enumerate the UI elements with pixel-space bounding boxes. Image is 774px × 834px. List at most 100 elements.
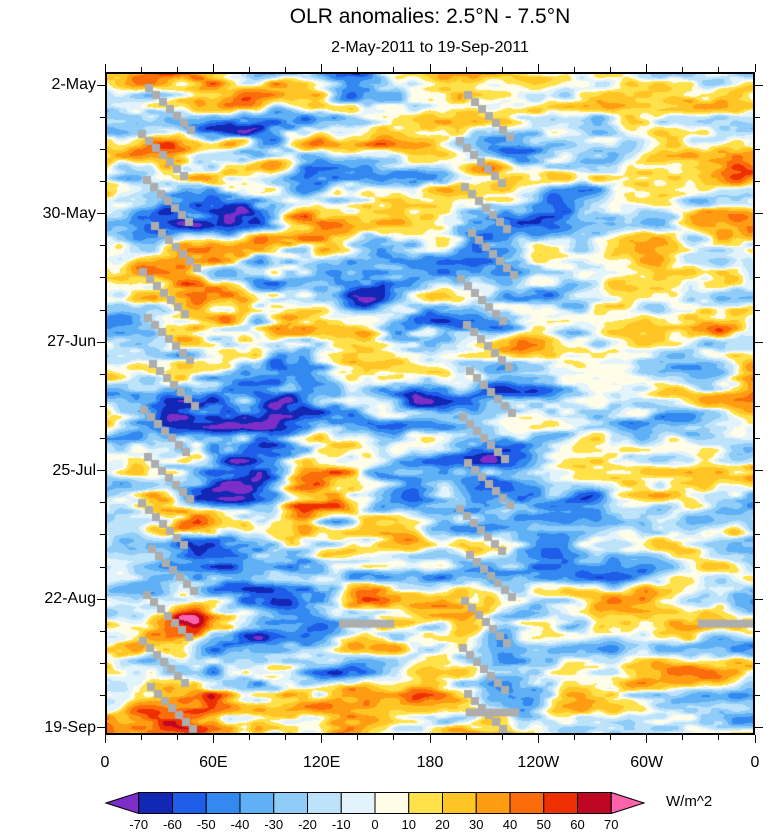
colorbar-tick-label: -40 [230, 817, 250, 832]
colorbar-segment [104, 791, 140, 815]
x-tick-label: 0 [750, 754, 760, 771]
tick-mark [140, 735, 142, 740]
tick-mark [100, 566, 105, 568]
tick-mark [755, 470, 763, 472]
tick-mark [140, 67, 142, 72]
colorbar-segment [172, 792, 207, 814]
tick-mark [100, 534, 105, 536]
colorbar [104, 791, 646, 815]
colorbar-segment [138, 792, 173, 814]
tick-mark [100, 149, 105, 150]
y-tick-label: 19-Sep [44, 718, 96, 736]
tick-mark [755, 566, 760, 568]
colorbar-segment [543, 792, 578, 814]
tick-mark [176, 67, 178, 72]
tick-mark [100, 373, 105, 375]
y-tick-label: 22-Aug [44, 590, 96, 608]
contour-field-canvas [105, 72, 755, 735]
tick-mark [718, 735, 720, 740]
tick-mark [755, 662, 760, 664]
tick-mark [393, 735, 395, 740]
tick-mark [755, 534, 760, 536]
tick-mark [755, 373, 760, 375]
tick-mark [248, 735, 250, 740]
tick-mark [100, 116, 105, 118]
colorbar-segment [273, 792, 308, 814]
tick-mark [97, 84, 105, 86]
x-tick-label: 60W [630, 754, 664, 771]
y-tick-label: 25-Jul [52, 461, 96, 479]
tick-mark [755, 341, 763, 343]
colorbar-segment [475, 792, 511, 814]
tick-mark [321, 64, 323, 72]
tick-mark [755, 213, 763, 215]
tick-mark [100, 405, 105, 407]
tick-mark [285, 67, 287, 72]
colorbar-tick-label: 0 [371, 817, 379, 832]
x-tick-label: 120W [517, 754, 560, 771]
colorbar-segment [340, 792, 376, 814]
tick-mark [97, 341, 105, 343]
tick-mark [755, 245, 760, 247]
tick-mark [755, 309, 760, 311]
colorbar-segment [442, 792, 477, 814]
y-tick-label: 2-May [51, 76, 96, 94]
y-tick-label: 30-May [42, 204, 96, 222]
tick-mark [100, 630, 105, 632]
tick-mark [755, 84, 763, 86]
tick-mark [754, 64, 756, 72]
tick-mark [465, 735, 467, 740]
colorbar-tick-label: 10 [401, 817, 416, 832]
tick-mark [465, 67, 467, 72]
colorbar-tick-label: -10 [331, 817, 351, 832]
tick-mark [646, 735, 648, 743]
colorbar-tick-label: -50 [196, 817, 216, 832]
tick-mark [176, 735, 178, 740]
colorbar-segment [509, 792, 545, 814]
colorbar-tick-label: -60 [163, 817, 182, 832]
colorbar-tick-label: 60 [570, 817, 585, 832]
tick-mark [755, 277, 760, 279]
tick-mark [100, 181, 105, 183]
tick-mark [755, 438, 760, 440]
tick-mark [429, 735, 431, 743]
tick-mark [393, 67, 395, 72]
tick-mark [100, 662, 105, 664]
x-tick-label: 180 [416, 754, 444, 771]
tick-mark [100, 245, 105, 247]
colorbar-tick-label: 50 [536, 817, 551, 832]
tick-mark [755, 630, 760, 632]
tick-mark [755, 149, 760, 150]
tick-mark [321, 735, 323, 743]
tick-mark [100, 309, 105, 311]
colorbar-segment [577, 792, 612, 814]
tick-mark [357, 67, 359, 72]
units-label: W/m^2 [666, 793, 713, 810]
y-tick-label: 27-Jun [47, 333, 96, 351]
colorbar-tick-label: 70 [604, 817, 619, 832]
x-tick-label: 60E [199, 754, 228, 771]
tick-mark [248, 67, 250, 72]
colorbar-segment [408, 792, 443, 814]
tick-mark [537, 735, 539, 743]
tick-mark [212, 64, 214, 72]
hovmoller-plot-area [105, 72, 755, 735]
tick-mark [573, 67, 575, 72]
chart-title: OLR anomalies: 2.5°N - 7.5°N [289, 5, 571, 28]
tick-mark [97, 727, 105, 729]
colorbar-svg [104, 791, 646, 815]
tick-mark [610, 735, 612, 740]
colorbar-segment [374, 792, 410, 814]
x-tick-label: 0 [100, 754, 110, 771]
tick-mark [429, 64, 431, 72]
tick-mark [682, 67, 684, 72]
tick-mark [754, 735, 756, 743]
x-tick-label: 120E [302, 754, 341, 771]
chart-subtitle: 2-May-2011 to 19-Sep-2011 [331, 39, 529, 56]
colorbar-segment [610, 791, 646, 815]
tick-mark [100, 438, 105, 440]
tick-mark [755, 727, 763, 729]
tick-mark [97, 598, 105, 600]
tick-mark [501, 735, 503, 740]
